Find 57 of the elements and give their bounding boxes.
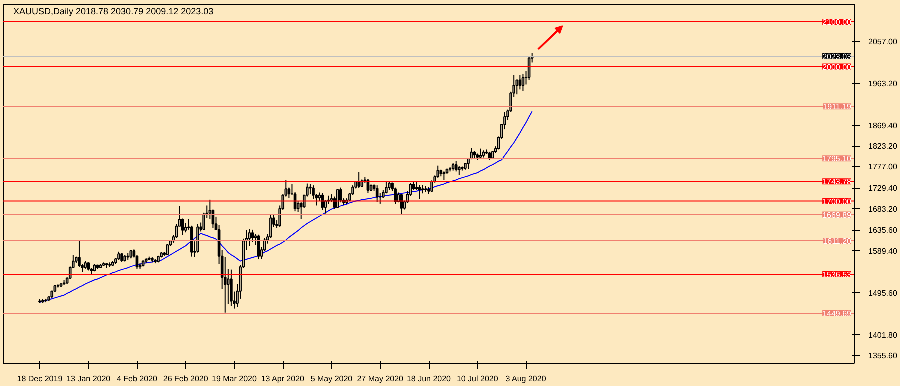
candlestick (248, 228, 252, 247)
x-tick-label: 26 Feb 2020 (163, 374, 209, 384)
candlestick (376, 185, 379, 203)
ref-line-label: 1700.00 (822, 197, 852, 206)
x-tick-label: 19 Mar 2020 (212, 374, 258, 384)
candlestick (454, 160, 458, 172)
candlestick (184, 222, 188, 234)
x-tick-label: 3 Aug 2020 (506, 374, 547, 384)
candlestick (230, 269, 233, 307)
candlestick (358, 172, 361, 189)
x-tick-label: 10 Jul 2020 (456, 374, 499, 384)
candlestick (181, 218, 184, 236)
y-tick-label: 1683.20 (868, 204, 898, 214)
candlestick (418, 184, 422, 200)
y-tick-label: 2057.00 (868, 37, 898, 46)
y-tick-label: 1729.40 (868, 184, 898, 194)
candlestick (518, 74, 522, 90)
x-tick-label: 27 May 2020 (357, 374, 404, 384)
ref-line-label: 1795.10 (822, 154, 852, 164)
candlestick (78, 240, 81, 268)
candlestick (394, 187, 397, 205)
ref-line-label: 2100.00 (822, 18, 852, 27)
x-tick-label: 18 Jun 2020 (406, 374, 452, 384)
candlestick (470, 148, 473, 160)
y-tick-label: 1589.40 (868, 246, 898, 256)
line-series (39, 111, 533, 304)
candlestick (516, 80, 519, 96)
ref-line-label: 1911.19 (823, 102, 852, 112)
x-tick-label: 18 Dec 2019 (17, 374, 64, 384)
candlestick (400, 194, 404, 216)
x-tick-label: 13 Apr 2020 (261, 374, 306, 384)
ref-line-label: 1449.69 (822, 309, 852, 318)
y-tick-label: 1495.60 (868, 288, 898, 298)
ref-line-label: 1536.53 (822, 270, 852, 280)
y-tick-label: 1401.80 (868, 330, 898, 340)
candlestick (522, 73, 525, 92)
x-tick-label: 4 Feb 2020 (116, 374, 158, 384)
candlestick (251, 229, 254, 243)
y-tick-label: 1777.00 (868, 162, 898, 172)
candlestick (226, 268, 230, 305)
ref-line-label: 1669.89 (822, 210, 852, 220)
y-tick-label: 1823.20 (868, 142, 898, 152)
candlestick (288, 187, 291, 199)
ref-line-label: 1743.78 (822, 178, 852, 187)
ref-line-label: 2023.03 (822, 52, 852, 62)
chart-title: XAUUSD,Daily 2018.78 2030.79 2009.12 2023.03 (14, 6, 214, 16)
candlestick (321, 192, 324, 211)
candlestick (309, 184, 312, 196)
x-tick-label: 13 Jan 2020 (66, 374, 112, 384)
x-tick-label: 5 May 2020 (310, 374, 354, 384)
y-tick-label: 1869.40 (868, 121, 898, 130)
ref-line-label: 1611.20 (823, 237, 852, 246)
y-tick-label: 1963.20 (868, 79, 898, 88)
ref-line-label: 2000.00 (822, 62, 852, 72)
candlestick (385, 181, 388, 194)
y-tick-label: 1635.60 (868, 226, 898, 236)
y-tick-label: 1355.60 (868, 352, 898, 361)
